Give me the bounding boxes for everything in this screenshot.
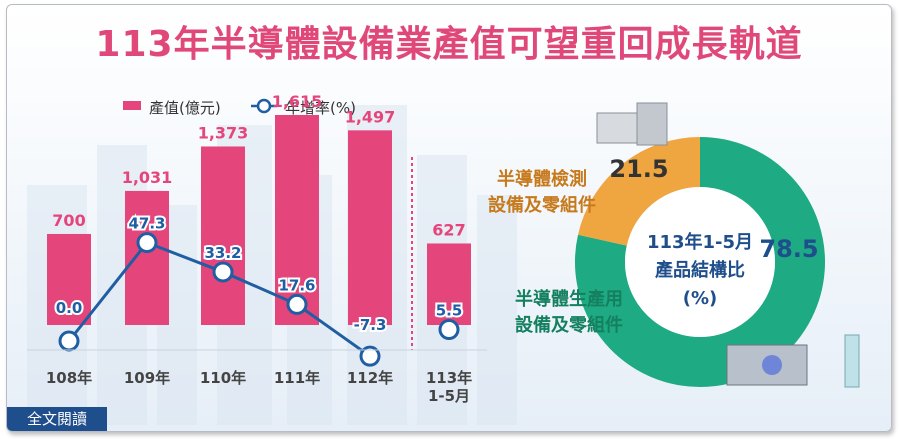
donut-slice-minor [578,137,701,247]
growth-value-label: 33.2 [204,244,241,262]
growth-value-label: 47.3 [128,215,165,233]
growth-value-halo: 0.0 [56,299,83,317]
growth-point-5 [438,319,460,341]
bar-value-label: 700 [52,211,85,230]
growth-point-1 [136,232,158,254]
growth-point-0 [58,330,80,352]
donut-major-value: 78.5 [759,235,818,263]
bar-value-label: 1,497 [345,107,396,126]
bar-3 [275,115,319,325]
donut-minor-label: 設備及零組件 [488,194,596,216]
growth-value-halo: 47.3 [128,215,165,233]
growth-value-label: 0.0 [56,299,83,317]
growth-value-label: 17.6 [278,276,315,294]
bar-value-label: 1,373 [198,123,249,142]
donut-major-label: 設備及零組件 [515,314,623,336]
donut-center-label: 113年1-5月 [647,231,753,253]
growth-point-2 [212,261,234,283]
bar-0 [47,233,91,325]
x-tick-label: 110年 [200,369,246,387]
bar-4 [348,130,392,325]
x-tick-label: 1-5月 [428,387,470,405]
legend-line-label: 年增率(%) [285,99,356,117]
growth-point-3 [286,293,308,315]
x-tick-label: 108年 [46,369,92,387]
x-tick-label: 109年 [124,369,170,387]
donut-minor-label: 半導體檢測 [497,168,587,190]
donut-minor-value: 21.5 [609,155,668,183]
bar-value-label: 627 [432,220,465,239]
donut-center-label: 產品結構比 [655,259,745,281]
inspection-machine-icon [596,112,640,144]
x-tick-label: 111年 [274,369,320,387]
legend-bar-label: 產值(億元) [149,99,221,117]
growth-point-4 [359,345,381,367]
x-tick-label: 112年 [347,369,393,387]
growth-value-label: 5.5 [436,302,463,320]
bar-1 [125,190,169,325]
donut-hole [625,187,775,337]
donut-slice-major [575,137,825,387]
bar-2 [201,146,245,325]
infographic: 113年半導體設備業產值可望重回成長軌道 產值(億元) 年增率(%) 700 1,03… [6,4,892,432]
skyline-building [477,195,517,425]
bar-value-label: 1,031 [122,168,173,187]
chart-canvas: 產值(億元) 年增率(%) 700 1,031 1,373 1,615 1,497 627 0.… [27,92,860,425]
x-tick-label: 113年 [426,369,472,387]
legend-bar-swatch [123,101,141,110]
growth-value-halo: 33.2 [204,244,241,262]
bar-5 [427,243,471,325]
bar-value-label: 1,615 [272,92,323,111]
page-title: 113年半導體設備業產值可望重回成長軌道 [95,24,803,65]
growth-value-halo: -7.3 [354,316,387,334]
donut-major-label: 半導體生產用 [515,288,623,310]
growth-value-halo: 17.6 [278,276,315,294]
growth-value-label: -7.3 [354,316,387,334]
full-text-button[interactable]: 全文閱讀 [7,407,107,431]
worker-figure-icon [844,334,860,388]
legend-line-marker [256,98,272,114]
production-wafer-icon [762,355,782,375]
inspection-machine-icon [636,102,668,146]
donut-center-label: (%) [683,288,718,309]
growth-value-halo: 5.5 [436,302,463,320]
